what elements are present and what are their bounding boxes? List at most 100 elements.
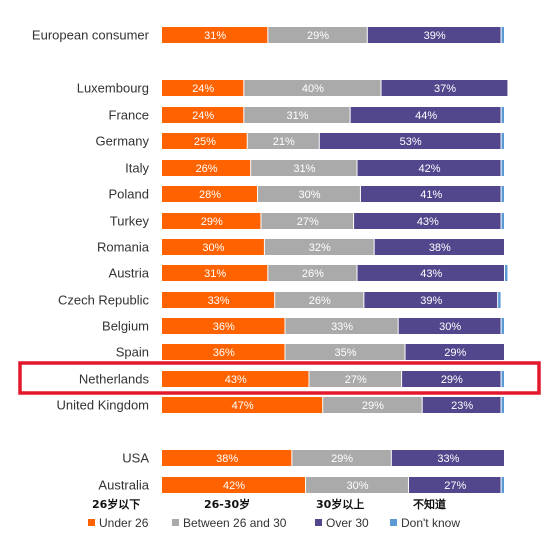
category-label-european-consumer: European consumer (32, 28, 150, 43)
value-label-poland-over-30: 41% (420, 189, 442, 201)
category-label-romania: Romania (97, 240, 150, 255)
legend-label-between-26-and-30: Between 26 and 30 (183, 516, 287, 530)
bar-group (162, 27, 508, 493)
value-label-spain-between-26-and-30: 35% (334, 347, 356, 359)
value-label-netherlands-over-30: 29% (441, 374, 463, 386)
bar-italy-don-t-know (501, 160, 504, 176)
value-label-france-under-26: 24% (192, 110, 214, 122)
bar-european-consumer-over-30 (367, 27, 501, 43)
bar-germany-between-26-and-30 (247, 133, 319, 149)
category-label-czech-republic: Czech Republic (58, 293, 150, 308)
bar-usa-over-30 (391, 450, 504, 466)
legend: 26岁以下 26-30岁 30岁以上 不知道 Under 26 Between 26 an… (88, 497, 460, 530)
category-label-france: France (109, 108, 149, 123)
bar-australia-over-30 (408, 477, 501, 493)
bar-spain-over-30 (405, 344, 504, 360)
bar-germany-over-30 (319, 133, 501, 149)
legend-swatch-between-26-and-30 (172, 519, 179, 526)
bar-european-consumer-under-26 (162, 27, 268, 43)
bar-france-between-26-and-30 (244, 107, 350, 123)
legend-swatch-over-30 (315, 519, 322, 526)
bar-luxembourg-over-30 (381, 80, 508, 96)
value-label-usa-over-30: 33% (437, 453, 459, 465)
highlight-group (18, 361, 541, 395)
legend-label-under-26: Under 26 (99, 516, 149, 530)
value-label-italy-over-30: 42% (419, 163, 441, 175)
bar-romania-over-30 (374, 239, 504, 255)
value-label-luxembourg-between-26-and-30: 40% (302, 83, 324, 95)
bar-austria-over-30 (357, 265, 504, 281)
bar-european-consumer-don-t-know (501, 27, 504, 43)
value-label-usa-between-26-and-30: 29% (331, 453, 353, 465)
value-label-austria-under-26: 31% (204, 268, 226, 280)
bar-belgium-between-26-and-30 (285, 318, 398, 334)
legend-swatch-don-t-know (390, 519, 397, 526)
value-label-european-consumer-under-26: 31% (204, 30, 226, 42)
value-label-spain-under-26: 36% (213, 347, 235, 359)
bar-european-consumer-between-26-and-30 (268, 27, 367, 43)
bar-poland-don-t-know (501, 186, 504, 202)
bar-netherlands-don-t-know (501, 371, 504, 387)
bar-netherlands-over-30 (402, 371, 501, 387)
value-label-usa-under-26: 38% (216, 453, 238, 465)
value-label-germany-between-26-and-30: 21% (273, 136, 295, 148)
value-label-netherlands-under-26: 43% (225, 374, 247, 386)
bar-france-under-26 (162, 107, 244, 123)
legend-label-don-t-know: Don't know (401, 516, 460, 530)
value-label-italy-under-26: 26% (196, 163, 218, 175)
value-label-australia-under-26: 42% (223, 480, 245, 492)
bar-netherlands-between-26-and-30 (309, 371, 402, 387)
bar-australia-don-t-know (501, 477, 504, 493)
bar-australia-under-26 (162, 477, 306, 493)
bar-turkey-under-26 (162, 213, 261, 229)
bar-romania-under-26 (162, 239, 264, 255)
value-label-united-kingdom-between-26-and-30: 29% (362, 400, 384, 412)
value-label-turkey-between-26-and-30: 27% (297, 216, 319, 228)
highlight-box (18, 361, 541, 395)
bar-belgium-over-30 (398, 318, 501, 334)
value-label-belgium-over-30: 30% (439, 321, 461, 333)
bar-poland-over-30 (360, 186, 501, 202)
value-label-netherlands-between-26-and-30: 27% (345, 374, 367, 386)
legend-annotation-4: 不知道 (413, 497, 446, 511)
category-label-luxembourg: Luxembourg (77, 81, 149, 96)
bar-turkey-don-t-know (501, 213, 504, 229)
bar-united-kingdom-don-t-know (501, 397, 504, 413)
value-label-turkey-under-26: 29% (201, 216, 223, 228)
bar-romania-between-26-and-30 (264, 239, 374, 255)
bar-spain-between-26-and-30 (285, 344, 405, 360)
value-label-romania-between-26-and-30: 32% (309, 242, 331, 254)
category-label-germany: Germany (96, 134, 150, 149)
bar-germany-under-26 (162, 133, 247, 149)
value-label-romania-over-30: 38% (429, 242, 451, 254)
legend-swatch-under-26 (88, 519, 95, 526)
category-label-united-kingdom: United Kingdom (57, 398, 150, 413)
bar-czech-republic-don-t-know (498, 292, 501, 308)
value-label-australia-between-26-and-30: 30% (346, 480, 368, 492)
value-label-belgium-between-26-and-30: 33% (331, 321, 353, 333)
value-label-czech-republic-between-26-and-30: 26% (309, 295, 331, 307)
value-label-belgium-under-26: 36% (213, 321, 235, 333)
bar-czech-republic-under-26 (162, 292, 275, 308)
bar-belgium-under-26 (162, 318, 285, 334)
bar-france-don-t-know (501, 107, 504, 123)
value-label-australia-over-30: 27% (444, 480, 466, 492)
bar-australia-between-26-and-30 (306, 477, 408, 493)
bar-turkey-between-26-and-30 (261, 213, 354, 229)
bar-poland-under-26 (162, 186, 258, 202)
bar-austria-under-26 (162, 265, 268, 281)
value-label-italy-between-26-and-30: 31% (293, 163, 315, 175)
legend-annotation-2: 26-30岁 (204, 497, 250, 511)
value-label-poland-under-26: 28% (199, 189, 221, 201)
bar-united-kingdom-under-26 (162, 397, 323, 413)
value-label-czech-republic-under-26: 33% (208, 295, 230, 307)
value-labels: 31% 29% 39% 24% 40% 37% 24% 31% 44% 25% 21% 53% 26% 3… (192, 30, 473, 492)
value-label-austria-over-30: 43% (420, 268, 442, 280)
category-label-poland: Poland (109, 187, 149, 202)
value-label-united-kingdom-under-26: 47% (232, 400, 254, 412)
bar-united-kingdom-over-30 (422, 397, 501, 413)
bar-luxembourg-between-26-and-30 (244, 80, 381, 96)
category-label-austria: Austria (109, 266, 150, 281)
bar-czech-republic-between-26-and-30 (275, 292, 364, 308)
value-label-luxembourg-under-26: 24% (192, 83, 214, 95)
